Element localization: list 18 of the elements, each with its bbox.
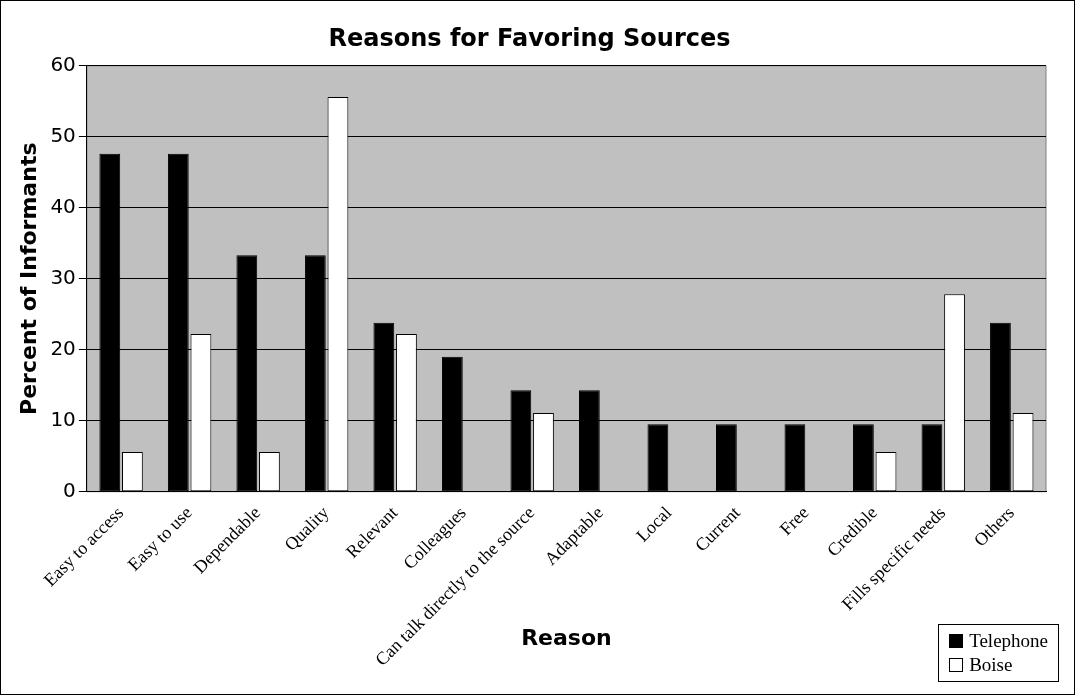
y-tick-label: 30 (50, 264, 76, 289)
y-tick-label: 20 (50, 335, 76, 360)
y-tick-label: 10 (50, 406, 76, 431)
y-axis-title: Percent of Informants (15, 142, 41, 415)
y-tick-label: 60 (50, 52, 76, 76)
y-tick-label: 50 (50, 122, 76, 147)
y-tick-label: 0 (63, 477, 76, 502)
x-axis-title: Reason (521, 624, 612, 650)
x-tick-label: Free (775, 502, 813, 540)
bar (716, 424, 737, 492)
bar (853, 424, 874, 492)
legend-label: Telephone (969, 629, 1048, 653)
y-tick-label: 40 (50, 193, 76, 218)
bar (784, 424, 806, 492)
bar (647, 424, 669, 492)
chart-title: Reasons for Favoring Sources (328, 23, 731, 52)
legend-label: Boise (969, 653, 1013, 677)
bar (921, 424, 943, 492)
